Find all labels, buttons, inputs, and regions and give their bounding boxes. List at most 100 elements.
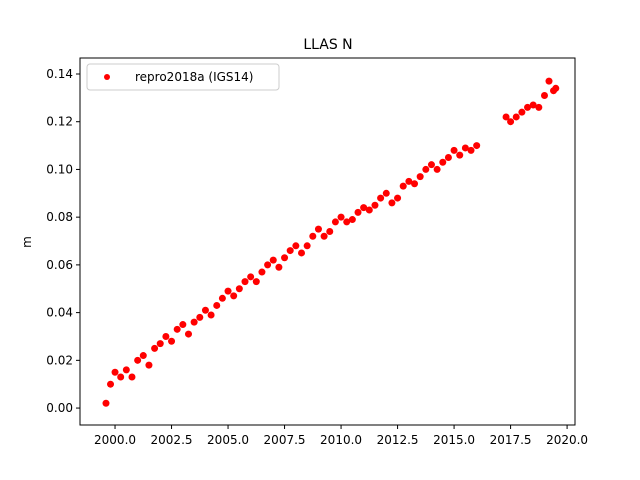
y-tick-label: 0.14 bbox=[46, 67, 73, 81]
point bbox=[224, 287, 232, 295]
point bbox=[535, 103, 543, 111]
point bbox=[179, 321, 187, 329]
legend-marker bbox=[104, 74, 110, 80]
point bbox=[196, 313, 204, 321]
point bbox=[309, 232, 317, 240]
point bbox=[235, 285, 243, 293]
point bbox=[337, 213, 345, 221]
point bbox=[518, 108, 526, 116]
x-tick-label: 2020.0 bbox=[546, 433, 588, 447]
y-axis-label: m bbox=[20, 236, 34, 248]
point bbox=[213, 301, 221, 309]
point bbox=[264, 261, 272, 269]
y-tick-label: 0.06 bbox=[46, 258, 73, 272]
point bbox=[502, 113, 510, 121]
point bbox=[439, 158, 447, 166]
point bbox=[190, 318, 198, 326]
point bbox=[405, 177, 413, 185]
point bbox=[128, 373, 136, 381]
point bbox=[512, 113, 520, 121]
x-tick-label: 2007.5 bbox=[264, 433, 306, 447]
point bbox=[382, 189, 390, 197]
point bbox=[201, 306, 209, 314]
point bbox=[422, 165, 430, 173]
point bbox=[354, 208, 362, 216]
y-tick-label: 0.02 bbox=[46, 353, 73, 367]
point bbox=[173, 325, 181, 333]
point bbox=[433, 165, 441, 173]
x-tick-label: 2005.0 bbox=[207, 433, 249, 447]
y-tick-label: 0.10 bbox=[46, 162, 73, 176]
point bbox=[427, 161, 435, 169]
x-tick-label: 2012.5 bbox=[377, 433, 419, 447]
point bbox=[303, 242, 311, 250]
y-tick-label: 0.04 bbox=[46, 306, 73, 320]
point bbox=[102, 399, 110, 407]
point bbox=[461, 144, 469, 152]
point bbox=[107, 380, 115, 388]
point bbox=[411, 180, 419, 188]
point bbox=[394, 194, 402, 202]
point bbox=[371, 201, 379, 209]
point bbox=[156, 340, 164, 348]
point bbox=[145, 361, 153, 369]
point bbox=[377, 194, 385, 202]
point bbox=[139, 352, 147, 360]
point bbox=[218, 294, 226, 302]
point bbox=[281, 254, 289, 262]
point bbox=[331, 218, 339, 226]
x-tick-label: 2015.0 bbox=[433, 433, 475, 447]
point bbox=[111, 368, 119, 376]
legend-box bbox=[86, 63, 280, 91]
y-tick-label: 0.12 bbox=[46, 115, 73, 129]
chart-title: LLAS N bbox=[303, 37, 352, 53]
point bbox=[122, 366, 130, 374]
point bbox=[258, 268, 266, 276]
point bbox=[151, 344, 159, 352]
point bbox=[275, 263, 283, 271]
point bbox=[230, 292, 238, 300]
point bbox=[252, 278, 260, 286]
point bbox=[399, 182, 407, 190]
plot-frame bbox=[79, 57, 576, 426]
x-tick-label: 2002.5 bbox=[151, 433, 193, 447]
point bbox=[348, 216, 356, 224]
point bbox=[298, 249, 306, 257]
point bbox=[416, 173, 424, 181]
point bbox=[314, 225, 322, 233]
point bbox=[473, 142, 481, 150]
point bbox=[134, 356, 142, 364]
point bbox=[292, 242, 300, 250]
point bbox=[450, 146, 458, 154]
point bbox=[162, 332, 170, 340]
x-tick-label: 2017.5 bbox=[490, 433, 532, 447]
point bbox=[360, 204, 368, 212]
point bbox=[168, 337, 176, 345]
point bbox=[269, 256, 277, 264]
point bbox=[247, 273, 255, 281]
point bbox=[507, 118, 515, 126]
x-tick-label: 2000.0 bbox=[94, 433, 136, 447]
point bbox=[207, 311, 215, 319]
point bbox=[467, 146, 475, 154]
point bbox=[529, 101, 537, 109]
point bbox=[326, 227, 334, 235]
point bbox=[343, 218, 351, 226]
point bbox=[184, 330, 192, 338]
point bbox=[552, 84, 560, 92]
point bbox=[456, 151, 464, 159]
y-tick-label: 0.00 bbox=[46, 401, 73, 415]
legend-label: repro2018a (IGS14) bbox=[135, 70, 253, 84]
point bbox=[524, 103, 532, 111]
point bbox=[444, 154, 452, 162]
x-tick-label: 2010.0 bbox=[320, 433, 362, 447]
point bbox=[540, 91, 548, 99]
point bbox=[365, 206, 373, 214]
point bbox=[320, 232, 328, 240]
point bbox=[286, 247, 294, 255]
point bbox=[388, 199, 396, 207]
y-tick-label: 0.08 bbox=[46, 210, 73, 224]
point bbox=[545, 77, 553, 85]
point bbox=[117, 373, 125, 381]
